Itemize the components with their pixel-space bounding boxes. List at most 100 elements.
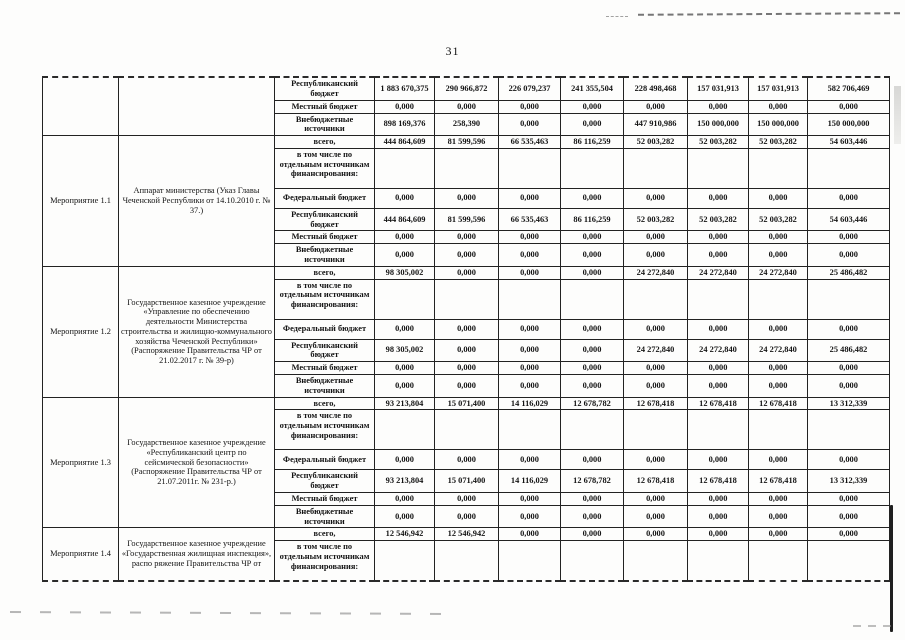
amount-cell: 258,390 [434,112,499,136]
amount-cell: 0,000 [434,187,499,209]
amount-cell: 0,000 [560,449,624,471]
amount-cell: 0,000 [560,374,624,398]
amount-cell: 290 966,872 [434,76,499,101]
funding-source-cell: в том числе по отдельным источникам фина… [274,147,375,189]
amount-cell: 226 079,237 [498,76,561,101]
funding-source-cell: Местный бюджет [274,230,375,245]
amount-cell: 898 169,376 [374,112,435,136]
amount-cell: 0,000 [623,361,688,375]
amount-cell [434,540,499,581]
amount-cell: 15 071,400 [434,469,499,493]
amount-cell: 66 535,463 [498,135,561,149]
amount-cell: 0,000 [374,318,435,340]
amount-cell: 12 678,418 [748,469,808,493]
amount-cell: 0,000 [807,361,890,375]
funding-source-cell: Внебюджетные источники [274,504,375,529]
amount-cell: 54 603,446 [807,207,890,232]
amount-cell [807,540,890,581]
amount-cell: 0,000 [623,374,688,398]
description-cell: Государственное казенное учреждение «Упр… [118,265,275,398]
amount-cell: 0,000 [498,338,561,362]
table-row: Мероприятие 1.1 Аппарат министерства (Ука… [42,135,890,267]
amount-cell: 0,000 [498,527,561,541]
amount-cell: 93 213,804 [374,469,435,493]
amount-cell: 0,000 [560,338,624,362]
amount-cell: 0,000 [687,491,749,506]
activity-cell: Мероприятие 1.3 [42,396,119,529]
scan-noise-dash [606,16,628,17]
funding-source-cell: в том числе по отдельным источникам фина… [274,409,375,451]
amount-cell: 0,000 [807,187,890,209]
amount-cell: 0,000 [374,449,435,471]
amount-cell: 93 213,804 [374,396,435,411]
amount-cell: 52 003,282 [687,207,749,232]
amount-cell: 0,000 [498,99,561,114]
funding-source-cell: в том числе по отдельным источникам фина… [274,540,375,581]
amount-cell: 150 000,000 [807,112,890,136]
amount-cell: 0,000 [434,230,499,245]
activity-cell: Мероприятие 1.1 [42,135,119,267]
amount-cell: 52 003,282 [623,135,688,149]
amount-cell [560,540,624,581]
amount-cell: 0,000 [623,527,688,541]
amount-cell: 0,000 [434,243,499,267]
page-number: 31 [445,44,460,58]
amount-cell [687,409,749,451]
amount-cell [748,278,808,320]
amount-cell: 24 272,840 [623,338,688,362]
amount-cell: 0,000 [748,491,808,506]
amount-cell [748,147,808,189]
amount-cell [623,147,688,189]
amount-cell: 150 000,000 [687,112,749,136]
funding-source-cell: Федеральный бюджет [274,187,375,209]
amount-cell: 0,000 [374,374,435,398]
amount-cell: 0,000 [687,449,749,471]
amount-cell: 24 272,840 [687,338,749,362]
amount-cell: 0,000 [560,243,624,267]
amount-cell [748,540,808,581]
table-row: Федеральный бюджет 0,000 0,000 0,000 0,000 0,… [43,449,890,471]
table-row: Мероприятие 1.3 Государственное казенное … [42,396,890,529]
amount-cell: 0,000 [560,504,624,529]
amount-cell: 52 003,282 [687,135,749,149]
amount-cell: 0,000 [748,99,808,114]
funding-source-cell: Республиканский бюджет [274,338,375,362]
amount-cell: 52 003,282 [748,207,808,232]
amount-cell: 0,000 [807,449,890,471]
amount-cell: 0,000 [374,243,435,267]
amount-cell: 24 272,840 [748,265,808,280]
amount-cell: 24 272,840 [687,265,749,280]
amount-cell: 15 071,400 [434,396,499,411]
amount-cell: 12 678,418 [687,396,749,411]
amount-cell [434,278,499,320]
amount-cell: 0,000 [687,187,749,209]
funding-source-cell: Внебюджетные источники [274,243,375,267]
amount-cell: 0,000 [623,318,688,340]
amount-cell: 0,000 [623,187,688,209]
amount-cell [748,409,808,451]
table-row: Местный бюджет 0,000 0,000 0,000 0,000 0,000 0… [43,361,890,375]
amount-cell: 0,000 [560,318,624,340]
activity-cell: Мероприятие 1.2 [42,265,119,398]
amount-cell [498,278,561,320]
funding-source-cell: Федеральный бюджет [274,318,375,340]
amount-cell [560,409,624,451]
funding-source-cell: Местный бюджет [274,99,375,114]
table-row: Местный бюджет 0,000 0,000 0,000 0,000 0,000 0… [43,491,890,506]
amount-cell: 0,000 [807,527,890,541]
amount-cell: 0,000 [560,361,624,375]
amount-cell: 0,000 [560,112,624,136]
amount-cell: 0,000 [748,243,808,267]
amount-cell: 0,000 [434,265,499,280]
amount-cell: 157 031,913 [748,76,808,101]
description-cell: Государственное казенное учреждение «Рес… [118,396,275,529]
table-row: Внебюджетные источники 0,000 0,000 0,000 0,0… [43,504,890,529]
funding-source-cell: Внебюджетные источники [274,112,375,136]
amount-cell: 0,000 [498,374,561,398]
funding-source-cell: всего, [274,396,375,411]
amount-cell: 0,000 [560,527,624,541]
amount-cell: 0,000 [560,99,624,114]
description-cell: Государственное казенное учреждение «Гос… [118,527,275,581]
funding-source-cell: всего, [274,135,375,149]
